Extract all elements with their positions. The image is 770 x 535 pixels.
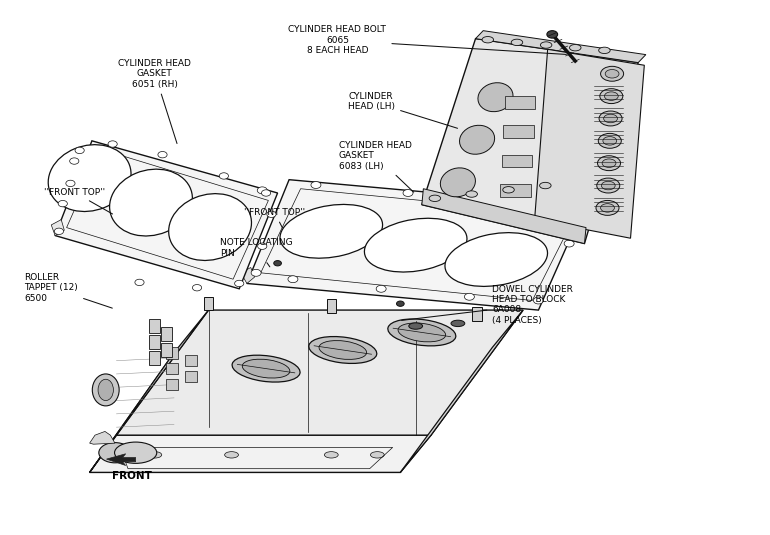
Ellipse shape xyxy=(603,136,617,145)
Ellipse shape xyxy=(109,169,192,236)
Polygon shape xyxy=(89,347,492,472)
Ellipse shape xyxy=(409,323,423,329)
Ellipse shape xyxy=(598,156,621,171)
Ellipse shape xyxy=(135,279,144,286)
Ellipse shape xyxy=(98,379,113,401)
Ellipse shape xyxy=(258,243,267,249)
Text: NOTE LOCATING
PIN: NOTE LOCATING PIN xyxy=(220,238,293,267)
Bar xyxy=(166,363,178,374)
Ellipse shape xyxy=(598,133,621,148)
Ellipse shape xyxy=(547,30,557,38)
Ellipse shape xyxy=(466,191,477,197)
Polygon shape xyxy=(89,310,209,472)
Bar xyxy=(500,184,531,197)
Ellipse shape xyxy=(377,285,386,292)
Text: ROLLER
TAPPET (12)
6500: ROLLER TAPPET (12) 6500 xyxy=(25,273,112,308)
Ellipse shape xyxy=(169,194,252,261)
Bar xyxy=(473,308,482,320)
Ellipse shape xyxy=(251,269,261,276)
Ellipse shape xyxy=(108,141,117,147)
Ellipse shape xyxy=(219,173,229,179)
Ellipse shape xyxy=(597,178,620,193)
Ellipse shape xyxy=(309,337,377,363)
Ellipse shape xyxy=(257,187,267,194)
Bar xyxy=(504,96,535,109)
Ellipse shape xyxy=(102,452,115,458)
Ellipse shape xyxy=(445,233,547,286)
Ellipse shape xyxy=(288,276,298,282)
Ellipse shape xyxy=(267,211,276,217)
Ellipse shape xyxy=(605,70,619,78)
Polygon shape xyxy=(241,268,255,284)
Ellipse shape xyxy=(158,151,167,158)
Ellipse shape xyxy=(478,83,513,112)
Ellipse shape xyxy=(280,204,383,258)
Ellipse shape xyxy=(364,218,467,272)
Ellipse shape xyxy=(225,452,239,458)
Bar xyxy=(185,371,197,383)
Bar xyxy=(166,379,178,391)
Ellipse shape xyxy=(99,442,131,463)
Ellipse shape xyxy=(75,147,84,154)
Bar xyxy=(204,297,213,310)
Ellipse shape xyxy=(503,187,514,193)
Ellipse shape xyxy=(49,144,131,211)
Ellipse shape xyxy=(192,285,202,291)
Text: CYLINDER HEAD BOLT
6065
8 EACH HEAD: CYLINDER HEAD BOLT 6065 8 EACH HEAD xyxy=(289,25,567,55)
Ellipse shape xyxy=(495,200,505,207)
Polygon shape xyxy=(422,189,586,243)
Polygon shape xyxy=(422,39,638,243)
Ellipse shape xyxy=(460,125,494,154)
Polygon shape xyxy=(116,310,523,435)
Ellipse shape xyxy=(599,111,622,126)
Ellipse shape xyxy=(541,42,552,48)
Text: DOWEL CYLINDER
HEAD TO BLOCK
6A008
(4 PLACES): DOWEL CYLINDER HEAD TO BLOCK 6A008 (4 PL… xyxy=(402,285,574,325)
Ellipse shape xyxy=(451,320,465,326)
Bar xyxy=(149,334,160,349)
Text: CYLINDER HEAD
GASKET
6051 (RH): CYLINDER HEAD GASKET 6051 (RH) xyxy=(119,59,191,143)
Bar xyxy=(166,347,178,358)
Ellipse shape xyxy=(235,280,244,287)
Ellipse shape xyxy=(482,36,494,43)
Text: ''FRONT TOP'': ''FRONT TOP'' xyxy=(44,188,112,214)
Ellipse shape xyxy=(232,355,300,382)
Ellipse shape xyxy=(598,47,610,54)
Ellipse shape xyxy=(604,92,618,101)
Ellipse shape xyxy=(370,452,384,458)
Ellipse shape xyxy=(115,442,157,463)
Bar xyxy=(161,326,172,341)
Ellipse shape xyxy=(55,228,64,234)
Polygon shape xyxy=(89,431,115,444)
Ellipse shape xyxy=(398,323,446,342)
Polygon shape xyxy=(106,454,136,465)
Bar xyxy=(503,125,534,138)
Polygon shape xyxy=(534,49,644,238)
Polygon shape xyxy=(89,435,431,472)
Ellipse shape xyxy=(534,297,544,304)
Ellipse shape xyxy=(602,159,616,167)
Text: CYLINDER HEAD
GASKET
6083 (LH): CYLINDER HEAD GASKET 6083 (LH) xyxy=(339,141,413,192)
Ellipse shape xyxy=(570,44,581,51)
Ellipse shape xyxy=(59,201,67,207)
Bar xyxy=(185,355,197,366)
Ellipse shape xyxy=(274,261,281,266)
Ellipse shape xyxy=(66,180,75,187)
Text: ''FRONT TOP'': ''FRONT TOP'' xyxy=(244,208,305,228)
Ellipse shape xyxy=(311,181,321,188)
Ellipse shape xyxy=(243,359,290,378)
Ellipse shape xyxy=(319,341,367,360)
Text: FRONT: FRONT xyxy=(112,471,152,481)
Ellipse shape xyxy=(148,452,162,458)
Ellipse shape xyxy=(464,293,474,300)
Polygon shape xyxy=(52,219,65,235)
Ellipse shape xyxy=(440,168,475,197)
Polygon shape xyxy=(247,180,584,310)
Ellipse shape xyxy=(429,195,440,202)
Ellipse shape xyxy=(397,301,404,307)
Ellipse shape xyxy=(601,204,614,212)
Ellipse shape xyxy=(511,39,523,45)
Polygon shape xyxy=(400,310,523,472)
Bar xyxy=(161,342,172,357)
Bar xyxy=(501,155,532,167)
Ellipse shape xyxy=(69,158,79,164)
